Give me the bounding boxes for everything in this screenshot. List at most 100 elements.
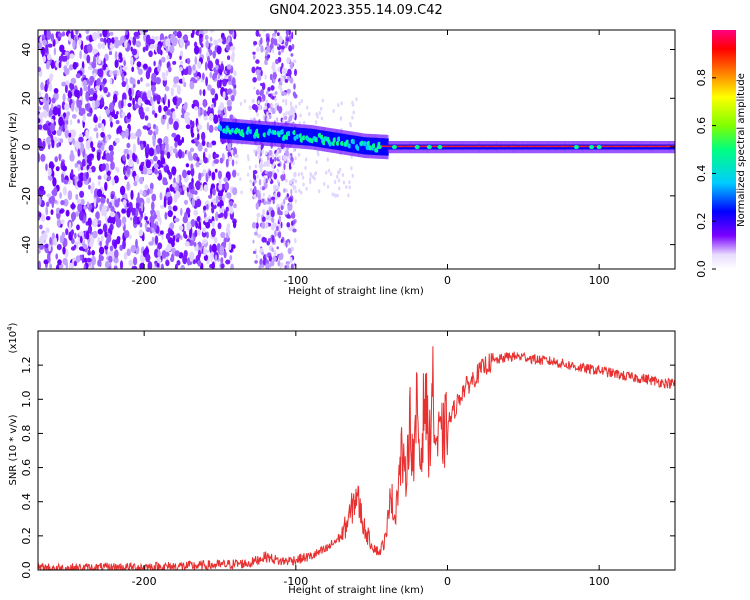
spectrogram-cell [327, 168, 331, 173]
spectrogram-cell [186, 257, 191, 266]
spectrogram-cell [198, 172, 202, 181]
spectrogram-cell [92, 98, 96, 109]
spectrogram-cell [271, 247, 274, 253]
spectrogram-ridge-cell [626, 145, 629, 148]
spectrogram-ridge-cell [499, 145, 502, 148]
spectrogram-ridge-cell [496, 145, 498, 148]
spectrogram-ridge-cell [492, 145, 495, 148]
spectrogram-cell [108, 255, 113, 263]
spectrogram-cell [144, 99, 151, 105]
spectrogram-cell [192, 64, 196, 71]
snr-y-scale-label: (x104) [6, 322, 19, 353]
spectrogram-ridge-cell [538, 145, 541, 148]
spectrogram-cell [185, 66, 189, 76]
spectrogram-ridge-cell [476, 145, 479, 148]
spectrogram-cell [255, 69, 261, 76]
spectrogram-cell [282, 118, 285, 123]
spectrogram-ridge-cell [545, 145, 548, 148]
spectrogram-cell [233, 203, 237, 209]
spectrogram-cell [170, 33, 176, 44]
snr-x-tick-label: 0 [444, 575, 451, 588]
spectrogram-ridge-cell [638, 145, 641, 148]
spectrogram-cell [166, 55, 170, 60]
spectrogram-cell [78, 211, 84, 221]
spectrogram-cell [75, 255, 81, 263]
spectrogram-cell [77, 119, 80, 124]
spectrogram-ridge-cell [595, 145, 598, 148]
spectrogram-cell [59, 192, 62, 199]
spectrogram-cell [152, 266, 157, 269]
spectrogram-cell [264, 105, 267, 110]
spectrogram-cell [133, 31, 139, 37]
spectrogram-cell [197, 249, 201, 259]
spectrogram-cell [289, 256, 293, 264]
spectrogram-cell [231, 53, 235, 63]
spectrogram-cell [122, 66, 128, 71]
spectrogram-cell [109, 223, 114, 231]
spectrogram-cell [183, 230, 187, 239]
spectrogram-cell [294, 189, 297, 194]
spectrogram-cell [110, 193, 115, 200]
spectrogram-cell [112, 70, 118, 75]
spectrogram-cell [209, 36, 213, 42]
spectrogram-cell [305, 186, 308, 191]
spectrogram-ridge-cell [414, 145, 420, 150]
spectrogram-cell [202, 89, 206, 97]
spectrogram-cell [121, 131, 126, 139]
spectrogram-ridge-cell [401, 145, 404, 148]
spectrogram-cell [283, 198, 286, 205]
spectrogram-cell [149, 182, 154, 191]
spectrogram-cell [51, 97, 56, 104]
spectrogram-cell [46, 201, 50, 208]
spectrogram-cell [333, 193, 336, 198]
spectrogram-cell [88, 177, 92, 183]
spectrogram-cell [182, 169, 187, 179]
spectrogram-cell [236, 154, 239, 159]
spectrogram-cell [271, 217, 275, 224]
spectrogram-cell [117, 197, 121, 203]
spectrogram-ridge-cell [573, 145, 579, 150]
spectrogram-cell [177, 149, 183, 159]
spectrogram-cell [215, 64, 219, 70]
spectrogram-cell [224, 75, 230, 80]
spectrogram-cell [184, 42, 188, 50]
spectrogram-cell [145, 82, 151, 88]
spectrogram-ridge-cell [513, 145, 515, 148]
spectrogram-cell [274, 229, 277, 238]
snr-y-tick-label: 1.0 [20, 391, 33, 409]
spectrogram-cell [289, 179, 293, 185]
spectrogram-cell [223, 210, 228, 220]
spectrogram-cell [279, 252, 284, 260]
spectrogram-cell [219, 79, 222, 89]
spectrogram-cell [42, 232, 48, 240]
spectrogram-ridge-cell [515, 145, 518, 148]
spectrogram-cell [277, 260, 281, 267]
spectrogram-ridge-cell [646, 145, 649, 148]
spectrogram-cell [161, 143, 166, 152]
spectrogram-cell [59, 209, 64, 214]
spectrogram-cell [266, 201, 272, 205]
spectrogram-cell [103, 86, 108, 94]
spectrogram-ridge-cell [483, 145, 486, 148]
spectrogram-cell [273, 187, 276, 192]
spectrogram-cell [87, 225, 93, 234]
spectrogram-ridge-cell [411, 145, 414, 148]
spectrogram-cell [96, 132, 99, 139]
spectrogram-cell [293, 83, 296, 90]
spectrogram-cell [283, 162, 286, 171]
spectrogram-cell [87, 84, 91, 92]
spectrogram-cell [213, 114, 219, 124]
spectrogram-cell [178, 225, 184, 231]
spectrogram-cell [149, 44, 155, 49]
spectrogram-cell [288, 202, 291, 211]
spectrogram-ridge-cell [469, 145, 472, 148]
spectrogram-cell [160, 230, 164, 235]
spectrogram-cell [158, 105, 162, 113]
spectrogram-cell [316, 114, 319, 119]
spectrogram-cell [180, 207, 183, 216]
spectrogram-cell [57, 107, 61, 117]
spectrogram-cell [96, 197, 101, 203]
spectrogram-cell [172, 96, 178, 104]
spectrogram-cell [184, 101, 188, 112]
spectrogram-cell [137, 68, 143, 75]
